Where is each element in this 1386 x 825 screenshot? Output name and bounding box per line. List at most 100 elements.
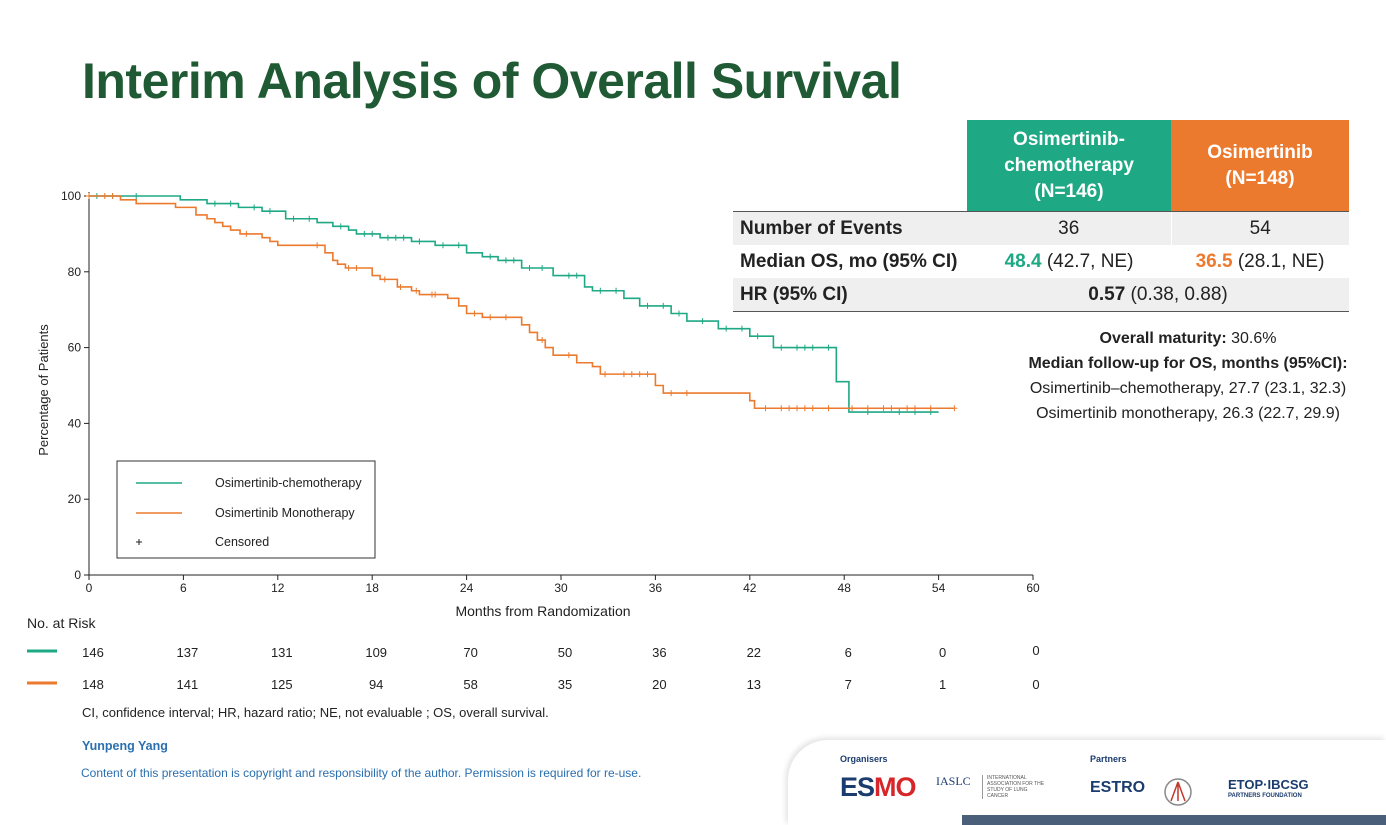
censor-mark: [786, 405, 793, 412]
censor-mark: [676, 310, 682, 317]
legend-mono-label: Osimertinib Monotherapy: [215, 506, 355, 520]
censor-mark: [361, 230, 368, 237]
median-mono-ci: (28.1, NE): [1232, 250, 1325, 272]
censor-mark: [539, 265, 546, 272]
risk-chemo-count: 146: [82, 645, 104, 660]
censor-mark: [306, 215, 313, 222]
censor-mark: [754, 333, 761, 340]
median-mono-value: 36.5: [1195, 250, 1233, 272]
censor-mark: [794, 405, 800, 412]
results-table: Osimertinib-chemotherapy (N=146) Osimert…: [733, 120, 1349, 312]
estro-logo: ESTRO: [1090, 779, 1146, 796]
x-tick-label: 30: [554, 581, 568, 595]
risk-mono-count: 94: [369, 677, 383, 692]
risk-mono-count: 20: [652, 677, 666, 692]
censor-mark: [573, 272, 580, 279]
censor-mark: [539, 337, 546, 344]
x-tick-label: 54: [932, 581, 946, 595]
censor-mark: [109, 193, 116, 199]
median-label: Median OS, mo (95% CI): [733, 245, 967, 278]
y-tick-label: 20: [68, 492, 82, 506]
risk-table: 1461481371411311251099470585035362022136…: [27, 643, 1040, 692]
partner-emblem-icon: [1164, 778, 1192, 806]
y-tick-label: 0: [74, 568, 81, 582]
censor-mark: [778, 405, 785, 412]
iaslc-logo: IASLC: [936, 774, 971, 788]
censor-mark: [809, 344, 816, 351]
risk-mono-count: 1: [939, 677, 946, 692]
risk-mono-count: 58: [463, 677, 477, 692]
corner-strip: [962, 815, 1386, 825]
events-chemo: 36: [967, 211, 1171, 245]
censor-mark: [565, 272, 572, 279]
risk-mono-count: 148: [82, 677, 104, 692]
overall-maturity: Overall maturity: 30.6%: [988, 326, 1386, 351]
risk-chemo-count: 50: [558, 645, 572, 660]
censor-mark: [101, 193, 108, 199]
censor-mark: [628, 371, 635, 378]
legend-box: [116, 460, 376, 559]
legend-censor-label: Censored: [215, 535, 269, 549]
censor-mark: [620, 371, 627, 378]
censor-mark: [644, 302, 651, 309]
y-tick-label: 80: [68, 265, 82, 279]
risk-chemo-count: 70: [463, 645, 477, 660]
x-tick-label: 0: [86, 581, 93, 595]
maturity-value: 30.6%: [1226, 330, 1277, 347]
chart-curves: [86, 193, 958, 416]
censor-mark: [381, 276, 388, 283]
legend-censor-swatch: [136, 539, 142, 545]
censor-mark: [290, 215, 297, 222]
median-chemo-value: 48.4: [1004, 250, 1042, 272]
censor-mark: [809, 405, 816, 412]
table-row-median-os: Median OS, mo (95% CI) 48.4 (42.7, NE) 3…: [733, 245, 1349, 278]
censor-mark: [864, 405, 871, 412]
table-row-hr: HR (95% CI) 0.57 (0.38, 0.88): [733, 278, 1349, 312]
censor-mark: [801, 405, 808, 412]
median-chemo: 48.4 (42.7, NE): [967, 245, 1171, 278]
copyright-notice: Content of this presentation is copyrigh…: [81, 766, 642, 780]
mono-curve: [89, 195, 955, 410]
censor-mark: [369, 230, 376, 237]
x-tick-label: 48: [838, 581, 852, 595]
censor-mark: [345, 265, 352, 272]
censor-mark: [526, 265, 533, 272]
censor-mark: [644, 371, 651, 378]
censor-mark: [668, 390, 675, 397]
footnote: CI, confidence interval; HR, hazard rati…: [82, 705, 549, 720]
x-tick-label: 36: [649, 581, 663, 595]
header-osimertinib: Osimertinib (N=148): [1171, 120, 1349, 212]
censor-mark: [683, 390, 690, 397]
organisers-label: Organisers: [840, 754, 888, 764]
censor-mark: [825, 344, 832, 351]
maturity-summary: Overall maturity: 30.6% Median follow-up…: [988, 326, 1386, 426]
censor-mark: [227, 200, 234, 207]
censor-mark: [660, 302, 667, 309]
etop-ibcsg-subtitle: PARTNERS FOUNDATION: [1228, 793, 1302, 799]
censor-mark: [413, 287, 420, 294]
page-title: Interim Analysis of Overall Survival: [82, 53, 902, 109]
y-tick-label: 40: [68, 416, 82, 430]
partners-label: Partners: [1090, 754, 1127, 764]
author-name: Yunpeng Yang: [82, 739, 168, 753]
risk-mono-count: 0: [1032, 677, 1039, 692]
censor-mark: [880, 405, 887, 412]
censor-mark: [455, 242, 462, 249]
censor-mark: [951, 405, 958, 412]
censor-mark: [337, 223, 344, 230]
hr-ci: (0.38, 0.88): [1125, 283, 1228, 305]
censor-mark: [392, 234, 399, 241]
censor-mark: [432, 291, 439, 298]
followup-mono: Osimertinib monotherapy, 26.3 (22.7, 29.…: [1036, 405, 1340, 422]
median-mono: 36.5 (28.1, NE): [1171, 245, 1349, 278]
legend-chemo-label: Osimertinib-chemotherapy: [215, 476, 362, 490]
risk-chemo-count: 36: [652, 645, 666, 660]
censor-mark: [723, 325, 730, 332]
risk-chemo-count: 131: [271, 645, 293, 660]
chart-axes: 0 6 12 18 24 30 36 42 48 54 60 0 20 40 60 80 100 Months f…: [36, 189, 1040, 619]
risk-mono-count: 125: [271, 677, 293, 692]
x-axis-label: Months from Randomization: [455, 603, 630, 619]
x-tick-label: 12: [271, 581, 285, 595]
censor-mark: [266, 208, 273, 215]
censor-mark: [251, 204, 258, 211]
